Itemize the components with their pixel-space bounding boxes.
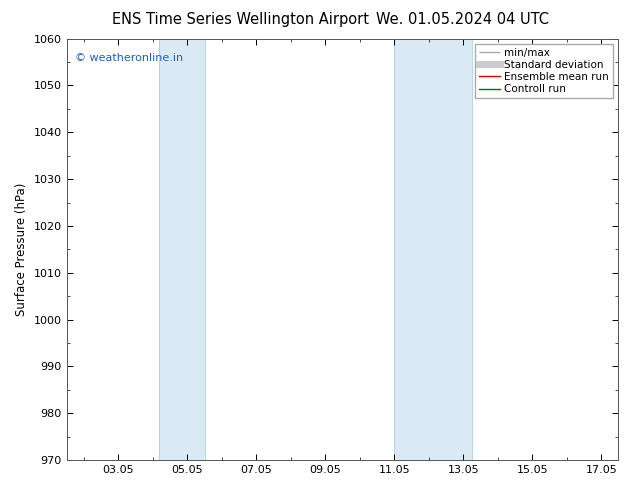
Text: © weatheronline.in: © weatheronline.in: [75, 53, 183, 63]
Bar: [394, 39, 472, 460]
Text: We. 01.05.2024 04 UTC: We. 01.05.2024 04 UTC: [377, 12, 549, 27]
Text: ENS Time Series Wellington Airport: ENS Time Series Wellington Airport: [112, 12, 370, 27]
Legend: min/max, Standard deviation, Ensemble mean run, Controll run: min/max, Standard deviation, Ensemble me…: [476, 44, 613, 98]
Y-axis label: Surface Pressure (hPa): Surface Pressure (hPa): [15, 183, 28, 316]
Bar: [158, 39, 205, 460]
